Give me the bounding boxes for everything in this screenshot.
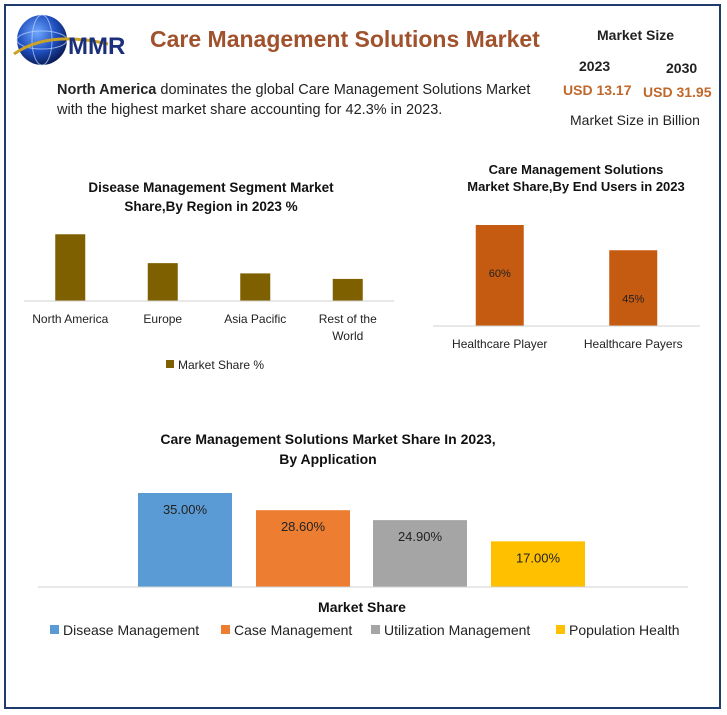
bar bbox=[373, 520, 467, 587]
legend-swatch bbox=[371, 625, 380, 634]
chart-title: By Application bbox=[279, 451, 377, 467]
market-size-value-2030: USD 31.95 bbox=[643, 84, 712, 100]
legend-label: Population Health bbox=[569, 622, 680, 638]
intro-body: dominates the global Care Management Sol… bbox=[57, 82, 531, 118]
data-label: 28.60% bbox=[281, 519, 326, 534]
mmr-logo: MMR bbox=[13, 14, 125, 66]
market-size-value-2023: USD 13.17 bbox=[563, 82, 632, 98]
chart-title: Disease Management Segment Market bbox=[88, 180, 334, 195]
intro-text: North America dominates the global Care … bbox=[57, 80, 557, 120]
logo-text: MMR bbox=[68, 33, 125, 60]
data-label: 17.00% bbox=[516, 550, 561, 565]
data-label: 45% bbox=[622, 293, 644, 305]
legend-swatch bbox=[221, 625, 230, 634]
end-user-bar-chart: Care Management Solutions Market Share,By… bbox=[433, 162, 700, 351]
market-size-title: Market Size bbox=[597, 27, 675, 43]
legend-label: Case Management bbox=[234, 622, 352, 638]
chart-title: Share,By Region in 2023 % bbox=[124, 199, 297, 214]
x-tick-label: World bbox=[332, 329, 363, 343]
x-tick-label: North America bbox=[32, 312, 108, 326]
bar bbox=[491, 541, 585, 587]
intro-highlight: North America bbox=[57, 82, 157, 98]
bar bbox=[256, 510, 350, 587]
bar bbox=[240, 273, 271, 301]
x-tick-label: Europe bbox=[143, 312, 182, 326]
chart-title: Care Management Solutions Market Share I… bbox=[160, 431, 495, 447]
legend-label: Market Share % bbox=[178, 358, 264, 372]
market-size-year-2030: 2030 bbox=[666, 60, 698, 76]
legend-label: Disease Management bbox=[63, 622, 199, 638]
legend-swatch bbox=[166, 360, 174, 368]
bar bbox=[147, 263, 178, 301]
legend-label: Utilization Management bbox=[384, 622, 530, 638]
bar bbox=[609, 250, 658, 326]
legend-swatch bbox=[50, 625, 59, 634]
x-tick-label: Asia Pacific bbox=[224, 312, 286, 326]
application-bar-chart: Care Management Solutions Market Share I… bbox=[38, 431, 688, 638]
x-axis-title: Market Share bbox=[318, 599, 406, 615]
data-label: 35.00% bbox=[163, 502, 208, 517]
region-bar-chart: Disease Management Segment Market Share,B… bbox=[24, 180, 394, 372]
bar bbox=[138, 493, 232, 587]
bar bbox=[332, 278, 363, 301]
x-tick-label: Healthcare Payers bbox=[584, 337, 683, 351]
bar bbox=[475, 225, 524, 326]
legend-swatch bbox=[556, 625, 565, 634]
page-frame bbox=[4, 4, 721, 709]
x-tick-label: Rest of the bbox=[319, 312, 377, 326]
page-title: Care Management Solutions Market bbox=[150, 26, 540, 52]
chart-title: Care Management Solutions bbox=[489, 162, 664, 177]
data-label: 24.90% bbox=[398, 529, 443, 544]
bar bbox=[55, 234, 86, 301]
market-size-unit: Market Size in Billion bbox=[570, 112, 700, 128]
data-label: 60% bbox=[489, 268, 511, 280]
globe-icon bbox=[17, 15, 67, 65]
x-tick-label: Healthcare Player bbox=[452, 337, 547, 351]
market-size-year-2023: 2023 bbox=[579, 58, 611, 74]
chart-title: Market Share,By End Users in 2023 bbox=[467, 179, 685, 194]
